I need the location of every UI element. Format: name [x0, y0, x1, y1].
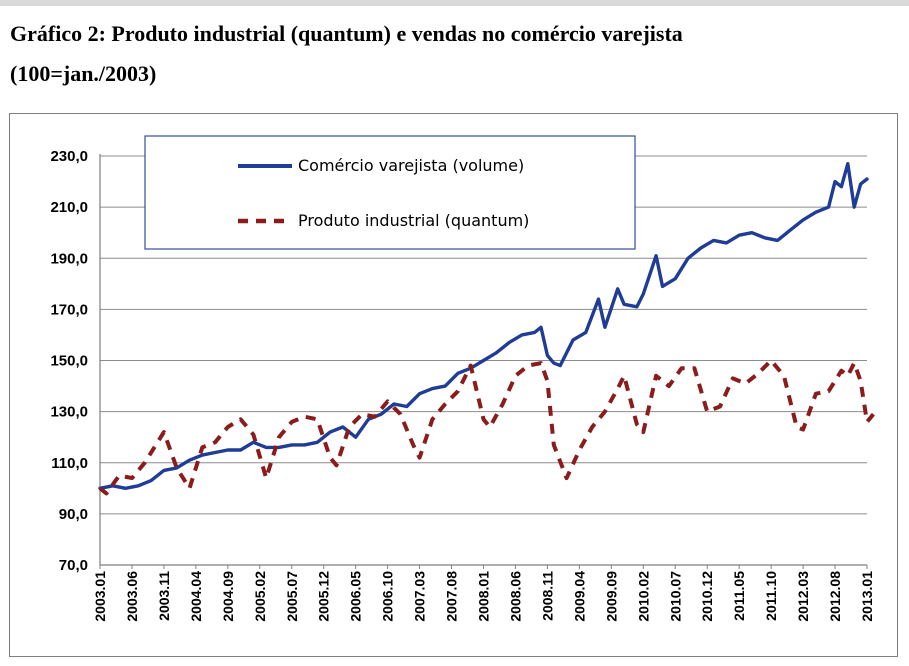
series-line-produto-industrial: [98, 358, 875, 496]
y-tick-label: 70,0: [59, 557, 88, 574]
x-tick-label: 2012.03: [795, 571, 811, 622]
y-tick-label: 110,0: [51, 455, 88, 472]
legend-label: Comércio varejista (volume): [298, 156, 524, 175]
chart-frame: [9, 113, 898, 657]
x-tick-label: 2009.04: [571, 571, 587, 622]
x-tick-label: 2010.07: [667, 571, 683, 622]
legend-box: [144, 135, 636, 250]
x-tick-label: 2011.05: [731, 571, 747, 621]
x-tick-label: 2005.12: [316, 571, 332, 622]
x-tick-label: 2004.04: [188, 571, 204, 622]
x-tick-label: 2006.10: [380, 571, 396, 622]
x-tick-label: 2008.06: [507, 571, 523, 622]
caption-line-1: Gráfico 2: Produto industrial (quantum) …: [10, 21, 683, 46]
x-tick-label: 2011.10: [763, 571, 779, 621]
series-line-comercio-varejista: [98, 162, 869, 490]
x-tick-label: 2007.03: [412, 571, 428, 622]
x-tick-label: 2012.08: [827, 571, 843, 622]
x-tick-label: 2003.11: [156, 571, 172, 621]
x-tick-label: 2006.05: [348, 571, 364, 622]
x-tick-label: 2005.07: [284, 571, 300, 622]
caption-line-2: (100=jan./2003): [10, 61, 157, 86]
y-tick-label: 90,0: [59, 506, 88, 523]
legend-label: Produto industrial (quantum): [298, 211, 529, 230]
x-tick-label: 2007.08: [444, 571, 460, 622]
x-tick-label: 2009.09: [603, 571, 619, 622]
x-tick-label: 2008.11: [539, 571, 555, 621]
x-tick-label: 2010.02: [635, 571, 651, 622]
chart-caption: Gráfico 2: Produto industrial (quantum) …: [10, 14, 900, 94]
x-tick-label: 2003.01: [92, 571, 108, 622]
y-tick-label: 150,0: [50, 353, 88, 370]
y-tick-label: 190,0: [50, 250, 88, 267]
y-tick-label: 170,0: [50, 301, 88, 318]
y-tick-label: 130,0: [50, 404, 88, 421]
y-tick-label: 210,0: [50, 199, 88, 216]
y-tick-label: 230,0: [50, 148, 88, 165]
x-tick-label: 2008.01: [476, 571, 492, 622]
x-tick-label: 2010.12: [699, 571, 715, 622]
x-tick-label: 2004.09: [220, 571, 236, 622]
top-border: [0, 0, 909, 6]
x-tick-label: 2003.06: [124, 571, 140, 622]
x-tick-label: 2013.01: [859, 571, 875, 622]
x-tick-label: 2005.02: [252, 571, 268, 622]
